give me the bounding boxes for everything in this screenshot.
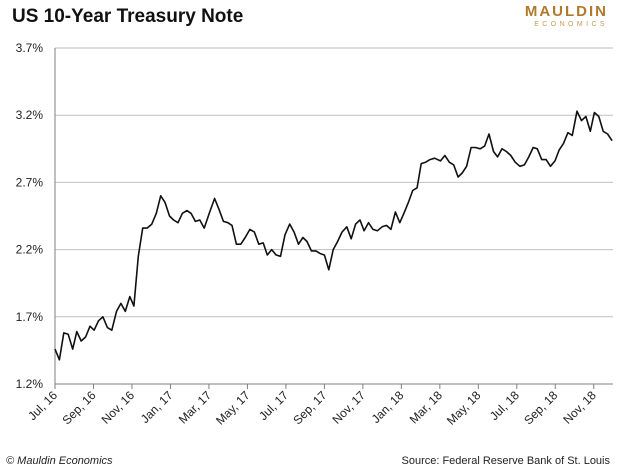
y-tick-label: 3.2%	[16, 108, 44, 122]
y-tick-label: 1.2%	[16, 377, 44, 391]
x-tick-label: Jan, 18	[369, 388, 407, 426]
y-axis-ticks: 1.2% 1.7% 2.2% 2.7% 3.2% 3.7%	[16, 41, 44, 391]
x-tick-label: Jan, 17	[138, 388, 176, 426]
mauldin-logo: MAULDIN ECONOMICS	[525, 4, 608, 29]
x-tick-label: May, 17	[213, 388, 253, 428]
source-note: Source: Federal Reserve Bank of St. Loui…	[401, 455, 611, 467]
chart-title: US 10-Year Treasury Note	[12, 6, 244, 27]
y-tick-label: 2.7%	[16, 175, 44, 189]
copyright-note: © Mauldin Economics	[6, 455, 113, 467]
x-tick-label: May, 18	[444, 388, 484, 428]
logo-sub-text: ECONOMICS	[534, 21, 608, 28]
x-tick-label: Mar, 17	[176, 388, 214, 426]
x-tick-label: Mar, 18	[407, 388, 445, 426]
logo-main-text: MAULDIN	[524, 3, 608, 20]
y-tick-label: 2.2%	[16, 243, 44, 257]
y-tick-label: 1.7%	[16, 310, 44, 324]
y-tick-label: 3.7%	[16, 41, 44, 55]
grid-lines	[55, 47, 613, 318]
yield-series-line	[54, 110, 613, 361]
x-tick-label: Nov, 16	[99, 388, 138, 427]
x-tick-label: Nov, 18	[560, 388, 599, 427]
x-tick-label: Jul, 18	[487, 388, 522, 423]
x-tick-label: Sep, 17	[290, 388, 329, 427]
x-tick-label: Jul, 17	[256, 388, 291, 423]
x-tick-label: Jul, 16	[25, 388, 60, 423]
x-tick-label: Sep, 18	[521, 388, 560, 427]
x-tick-label: Nov, 17	[329, 388, 368, 427]
x-tick-label: Sep, 16	[59, 388, 98, 427]
x-axis-ticks: Jul, 16 Sep, 16 Nov, 16 Jan, 17 Mar, 17 May, …	[25, 384, 599, 428]
